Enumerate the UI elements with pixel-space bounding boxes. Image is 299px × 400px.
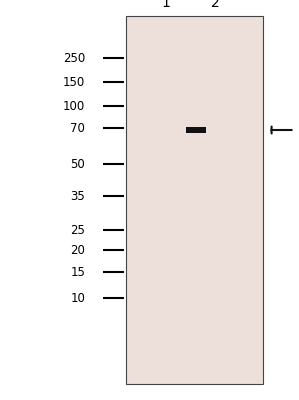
Text: 10: 10 bbox=[70, 292, 85, 304]
Bar bbox=[186, 127, 206, 132]
Text: 2: 2 bbox=[211, 0, 220, 10]
Text: 100: 100 bbox=[63, 100, 85, 112]
Text: 15: 15 bbox=[70, 266, 85, 278]
Text: 20: 20 bbox=[70, 244, 85, 256]
Text: 70: 70 bbox=[70, 122, 85, 134]
Bar bbox=[126, 16, 263, 384]
Text: 25: 25 bbox=[70, 224, 85, 236]
Text: 1: 1 bbox=[161, 0, 170, 10]
Text: 50: 50 bbox=[71, 158, 85, 170]
Text: 250: 250 bbox=[63, 52, 85, 64]
Text: 35: 35 bbox=[71, 190, 85, 202]
Text: 150: 150 bbox=[63, 76, 85, 88]
